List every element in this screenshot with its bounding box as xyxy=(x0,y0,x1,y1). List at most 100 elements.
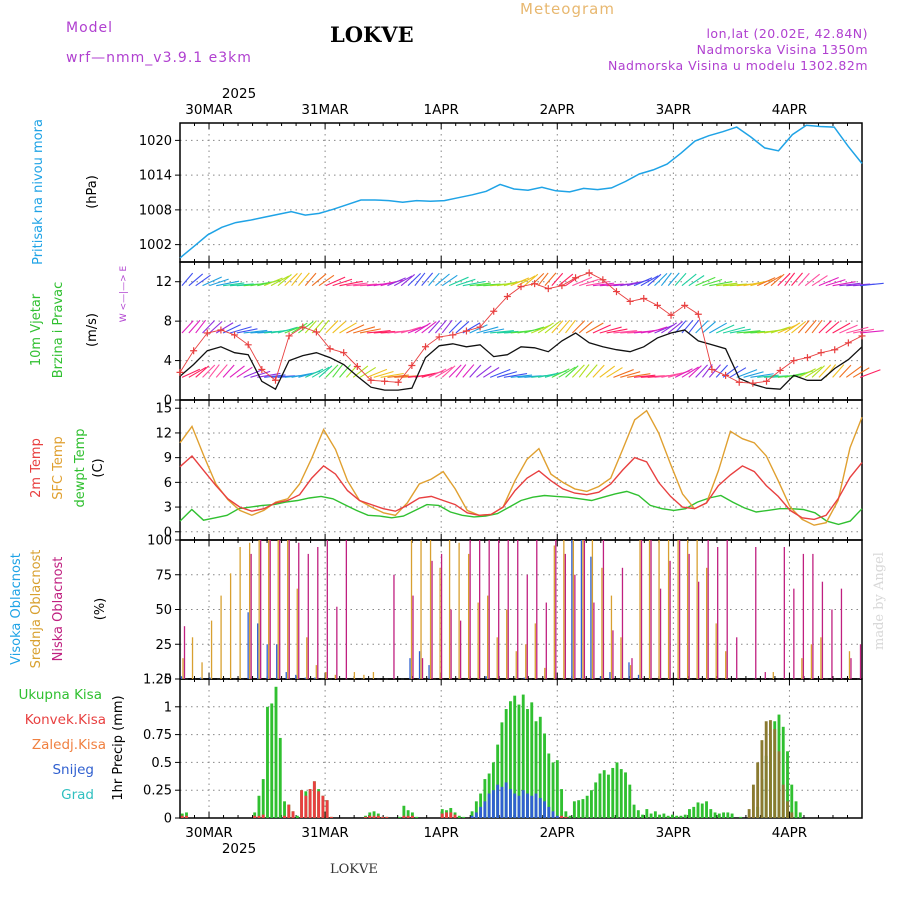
wind-barb xyxy=(305,368,324,378)
top-day-label: 2APR xyxy=(540,102,575,118)
wind-barb xyxy=(620,371,641,378)
wind-barb xyxy=(243,368,264,378)
precip-conv-bar xyxy=(560,815,564,818)
precip-total-bar xyxy=(572,801,576,818)
wind-barb xyxy=(681,366,699,378)
wind-barb xyxy=(702,321,717,334)
precip-total-bar xyxy=(530,702,534,818)
wind-barb xyxy=(537,322,554,334)
wind-barb xyxy=(373,370,394,378)
wind-barb xyxy=(695,276,716,287)
precip-snow-bar xyxy=(521,790,525,818)
legend-convective-rain: Konvek.Kisa xyxy=(25,712,106,728)
precip-conv-bar xyxy=(751,784,755,818)
wind-barb xyxy=(476,326,499,334)
precip-total-bar xyxy=(683,814,687,818)
wind-barb xyxy=(325,320,339,334)
wind-barb xyxy=(407,273,422,287)
temperature-ytick-label: 0 xyxy=(164,525,172,540)
bottom-day-label: 1APR xyxy=(424,825,459,841)
precip-total-bar xyxy=(185,812,188,818)
precip-total-bar xyxy=(253,812,257,818)
precip-frame xyxy=(179,678,863,819)
bottom-day-label: 31MAR xyxy=(301,825,348,841)
wind-barb xyxy=(804,319,817,334)
precip-total-bar xyxy=(270,703,274,818)
precip-snow-bar xyxy=(517,795,521,818)
precip-total-bar xyxy=(496,744,500,818)
wind-barb xyxy=(736,330,761,334)
wind-barb xyxy=(421,321,437,334)
precip-total-bar xyxy=(457,815,461,818)
wind-barb xyxy=(784,272,796,286)
precip-panel: 1hr Precip (mm) Ukupna Kisa Konvek.Kisa … xyxy=(19,687,126,803)
bottom-time-axis: 30MAR 31MAR 1APR 2APR 3APR 4APR 2025 xyxy=(185,825,807,857)
wind-barb xyxy=(339,322,357,334)
pressure-ytick-label: 1014 xyxy=(139,169,172,184)
precip-total-bar xyxy=(474,801,478,818)
precip-total-bar xyxy=(794,801,798,818)
wind-barb xyxy=(667,321,683,334)
precip-unit: (mm) xyxy=(111,695,126,730)
precip-total-bar xyxy=(568,815,572,818)
wind-ylabel: 10m Vjetar xyxy=(29,293,44,366)
wind-barb-row xyxy=(181,272,884,287)
wind-barb xyxy=(325,364,339,378)
wind-barb xyxy=(797,272,810,287)
wind-barb xyxy=(503,373,528,378)
precip-total-bar xyxy=(470,811,474,818)
precip-ylabel: 1hr Precip (mm) xyxy=(111,695,126,800)
wind-ytick-label: 4 xyxy=(164,354,172,369)
pressure-panel: Pritisak na nivou mora (hPa) xyxy=(31,119,100,265)
wind-barb xyxy=(366,329,391,334)
wind-barb xyxy=(250,330,272,334)
wind-barb xyxy=(757,277,776,287)
precip-total-bar xyxy=(670,814,674,818)
precip-conv-bar xyxy=(453,814,457,818)
clouds-ytick-label: 0 xyxy=(164,673,172,688)
precip-total-bar xyxy=(368,812,372,818)
wind-barb xyxy=(435,273,450,287)
wind-barb xyxy=(551,272,564,287)
precip-total-bar xyxy=(274,686,278,818)
precip-total-bar xyxy=(615,762,619,818)
precip-conv-bar xyxy=(381,816,384,818)
gust-line xyxy=(179,272,863,384)
legend-freezing-rain: Zaledj.Kisa xyxy=(32,737,106,753)
wind-barb xyxy=(798,368,816,378)
wind-barb xyxy=(524,326,545,334)
precip-conv-bar xyxy=(376,815,380,818)
wind-barb xyxy=(270,275,290,287)
cloud-low-ylabel: Niska Oblacnost xyxy=(51,557,66,662)
wind-barb xyxy=(496,371,518,378)
temperature-ytick-label: 15 xyxy=(155,402,172,417)
wind-barb xyxy=(791,272,803,287)
wind-barb xyxy=(428,272,440,287)
precip-conv-bar xyxy=(287,804,291,818)
wind-barb xyxy=(380,372,404,378)
wind-barb xyxy=(489,368,511,378)
clouds-ytick-label: 100 xyxy=(147,534,172,549)
precip-total-bar xyxy=(517,704,521,818)
wind-barb xyxy=(215,322,234,334)
wind-barb xyxy=(195,319,207,334)
wind-barb xyxy=(209,278,229,287)
wind-barb xyxy=(428,320,441,334)
wind-barb xyxy=(702,278,723,287)
wind-barb xyxy=(633,374,656,378)
wind-barb xyxy=(236,328,258,334)
wind-barb xyxy=(387,374,409,378)
model-label: Model xyxy=(66,20,114,36)
precip-total-bar xyxy=(717,813,721,818)
precip-total-bar xyxy=(266,706,269,818)
cloud-unit: (%) xyxy=(93,598,108,621)
precip-total-bar xyxy=(398,816,402,818)
wind-barb xyxy=(804,273,820,287)
precip-conv-bar xyxy=(747,809,751,818)
wind-barb xyxy=(215,364,228,378)
wind-barb xyxy=(859,330,884,334)
wind-barb xyxy=(208,364,220,378)
wind-barb xyxy=(181,320,194,334)
wind-barb xyxy=(750,373,774,378)
precip-snow-bar xyxy=(534,793,538,818)
